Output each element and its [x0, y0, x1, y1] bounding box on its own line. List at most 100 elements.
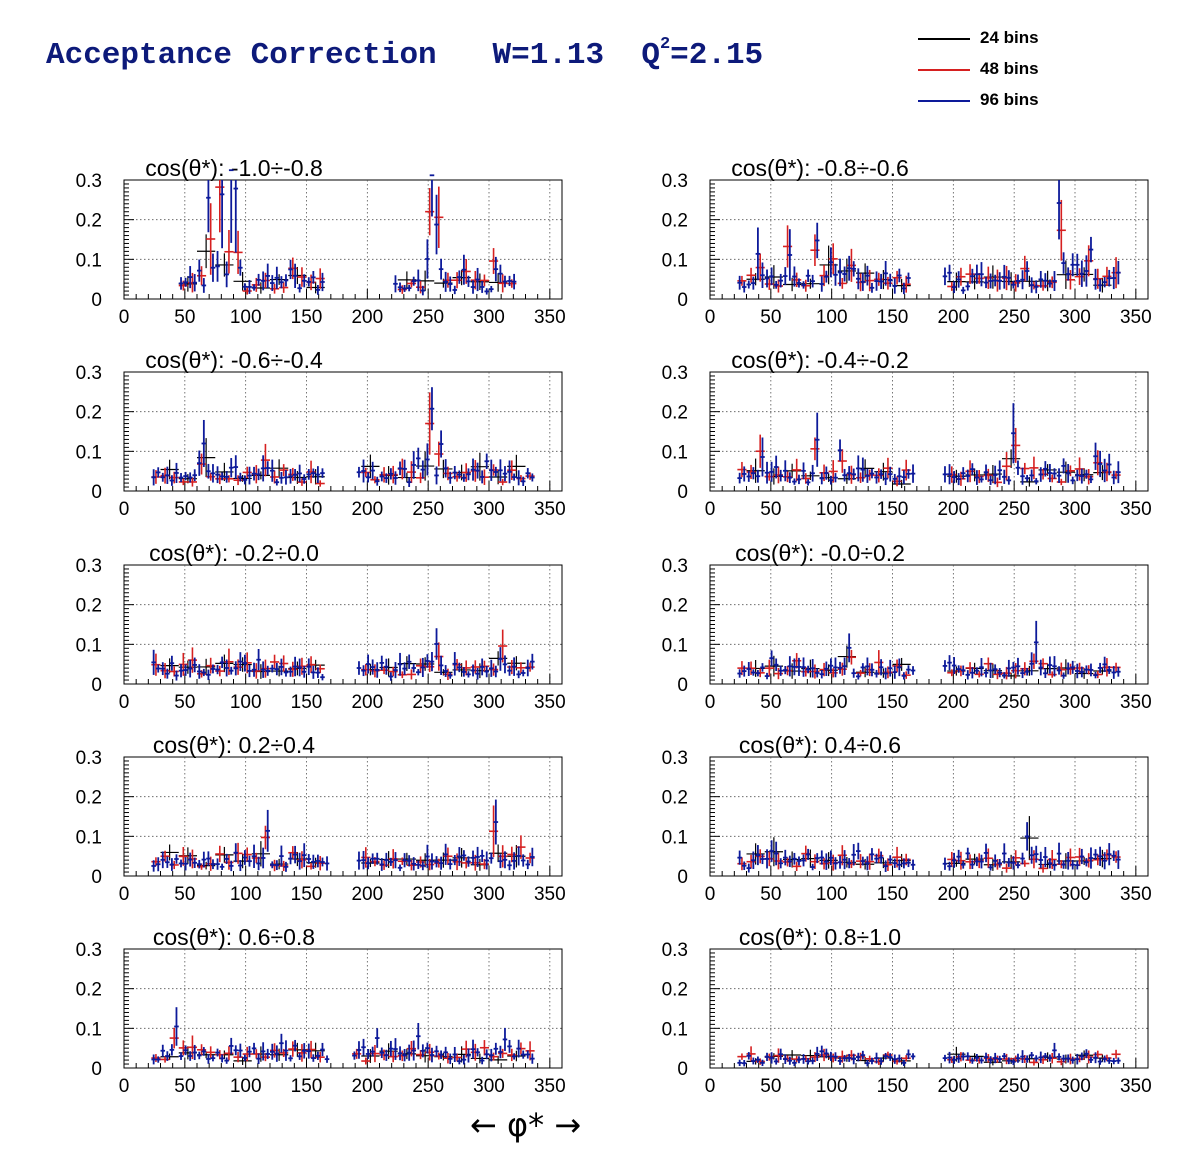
- x-tick-label: 100: [230, 884, 262, 905]
- x-tick-label: 150: [877, 307, 909, 328]
- y-tick-label: 0.1: [662, 250, 688, 271]
- panel-7: 0 50 100 150 200 250 300 350 0 0.1 0.2 0.3 cos(θ*): …: [662, 732, 1152, 905]
- panel-0: 0 50 100 150 200 250 300 350 0 0.1 0.2 0.3 cos(θ*): …: [76, 155, 566, 328]
- y-tick-label: 0.2: [662, 980, 688, 1001]
- y-tick-label: 0: [91, 482, 102, 503]
- y-tick-label: 0.3: [76, 363, 102, 384]
- histogram-data: [151, 799, 535, 872]
- x-tick-label: 350: [534, 1076, 566, 1097]
- x-tick-label: 50: [760, 1076, 781, 1097]
- x-tick-label: 350: [534, 499, 566, 520]
- y-tick-label: 0.1: [76, 250, 102, 271]
- x-tick-label: 0: [119, 307, 130, 328]
- x-tick-label: 350: [534, 307, 566, 328]
- title-q2-value: =2.15: [670, 38, 764, 73]
- y-tick-label: 0.2: [662, 211, 688, 232]
- panel-2: 0 50 100 150 200 250 300 350 0 0.1 0.2 0.3 cos(θ*): …: [76, 347, 566, 520]
- x-tick-label: 250: [998, 884, 1030, 905]
- y-tick-label: 0.3: [662, 363, 688, 384]
- x-tick-label: 150: [291, 884, 323, 905]
- x-tick-label: 200: [351, 499, 383, 520]
- title-q2-prefix: Q: [641, 38, 660, 73]
- x-tick-label: 300: [1059, 307, 1091, 328]
- x-tick-label: 100: [230, 499, 262, 520]
- y-tick-label: 0.2: [76, 788, 102, 809]
- x-tick-label: 0: [119, 884, 130, 905]
- y-tick-label: 0.3: [662, 556, 688, 577]
- legend-item-48-bins: 48 bins: [918, 59, 1078, 81]
- histogram-data: [737, 620, 1121, 680]
- x-tick-label: 200: [351, 307, 383, 328]
- x-tick-label: 350: [534, 884, 566, 905]
- y-tick-label: 0: [91, 675, 102, 696]
- y-tick-label: 0: [677, 290, 688, 311]
- histogram-data: [737, 180, 1121, 295]
- x-tick-label: 150: [877, 1076, 909, 1097]
- legend: 24 bins 48 bins 96 bins: [918, 28, 1068, 114]
- x-tick-label: 200: [351, 1076, 383, 1097]
- page-title: Acceptance Correction W=1.13 Q2=2.15: [46, 34, 764, 73]
- x-tick-label: 150: [291, 1076, 323, 1097]
- histogram-data: [737, 816, 1121, 873]
- histogram-data: [737, 1042, 1121, 1067]
- y-tick-label: 0.2: [662, 788, 688, 809]
- legend-label-48-bins: 48 bins: [980, 59, 1039, 78]
- x-tick-label: 200: [937, 1076, 969, 1097]
- x-tick-label: 200: [937, 307, 969, 328]
- y-tick-label: 0: [91, 867, 102, 888]
- x-tick-label: 250: [412, 499, 444, 520]
- x-tick-label: 50: [174, 307, 195, 328]
- panel-9: 0 50 100 150 200 250 300 350 0 0.1 0.2 0.3 cos(θ*): …: [662, 924, 1152, 1097]
- histogram-data: [151, 387, 535, 488]
- y-tick-label: 0.1: [662, 1019, 688, 1040]
- panel-title: cos(θ*): 0.6÷0.8: [153, 924, 315, 950]
- x-tick-label: 50: [174, 1076, 195, 1097]
- x-tick-label: 300: [473, 1076, 505, 1097]
- y-tick-label: 0: [677, 867, 688, 888]
- plot-frame: [709, 948, 1149, 1069]
- y-tick-label: 0: [677, 482, 688, 503]
- y-tick-label: 0.2: [76, 211, 102, 232]
- panel-1: 0 50 100 150 200 250 300 350 0 0.1 0.2 0.3 cos(θ*): …: [662, 155, 1152, 328]
- x-tick-label: 50: [760, 499, 781, 520]
- legend-item-96-bins: 96 bins: [918, 90, 1078, 112]
- panel-title: cos(θ*): -0.8÷-0.6: [731, 155, 909, 181]
- x-tick-label: 200: [351, 692, 383, 713]
- x-tick-label: 250: [998, 692, 1030, 713]
- x-tick-label: 50: [174, 692, 195, 713]
- x-tick-label: 0: [119, 1076, 130, 1097]
- x-tick-label: 300: [1059, 499, 1091, 520]
- x-tick-label: 50: [174, 884, 195, 905]
- y-tick-label: 0.3: [662, 940, 688, 961]
- y-tick-label: 0: [677, 675, 688, 696]
- x-tick-label: 300: [1059, 884, 1091, 905]
- y-tick-label: 0.2: [76, 596, 102, 617]
- x-tick-label: 300: [1059, 1076, 1091, 1097]
- panel-title: cos(θ*): -0.6÷-0.4: [145, 347, 323, 373]
- panel-title: cos(θ*): 0.8÷1.0: [739, 924, 901, 950]
- panel-title: cos(θ*): -0.2÷0.0: [149, 540, 319, 566]
- y-tick-label: 0.1: [662, 827, 688, 848]
- panel-6: 0 50 100 150 200 250 300 350 0 0.1 0.2 0.3 cos(θ*): …: [76, 732, 566, 905]
- y-tick-label: 0.3: [76, 171, 102, 192]
- x-tick-label: 0: [705, 884, 716, 905]
- y-tick-label: 0.2: [662, 596, 688, 617]
- x-tick-label: 350: [1120, 499, 1152, 520]
- histogram-data: [737, 403, 1121, 489]
- y-tick-label: 0.3: [662, 748, 688, 769]
- panel-3: 0 50 100 150 200 250 300 350 0 0.1 0.2 0.3 cos(θ*): …: [662, 347, 1152, 520]
- x-axis-caption: ← φ* →: [470, 1106, 582, 1144]
- y-tick-label: 0.3: [76, 940, 102, 961]
- x-tick-label: 100: [816, 307, 848, 328]
- title-q2-sup: 2: [659, 34, 671, 54]
- x-tick-label: 50: [760, 307, 781, 328]
- y-tick-label: 0: [677, 1059, 688, 1080]
- panel-title: cos(θ*): -0.4÷-0.2: [731, 347, 909, 373]
- legend-label-96-bins: 96 bins: [980, 90, 1039, 109]
- x-tick-label: 150: [291, 692, 323, 713]
- x-tick-label: 250: [412, 307, 444, 328]
- x-tick-label: 50: [760, 884, 781, 905]
- x-tick-label: 250: [412, 1076, 444, 1097]
- panel-title: cos(θ*): 0.4÷0.6: [739, 732, 901, 758]
- histogram-data: [151, 628, 535, 681]
